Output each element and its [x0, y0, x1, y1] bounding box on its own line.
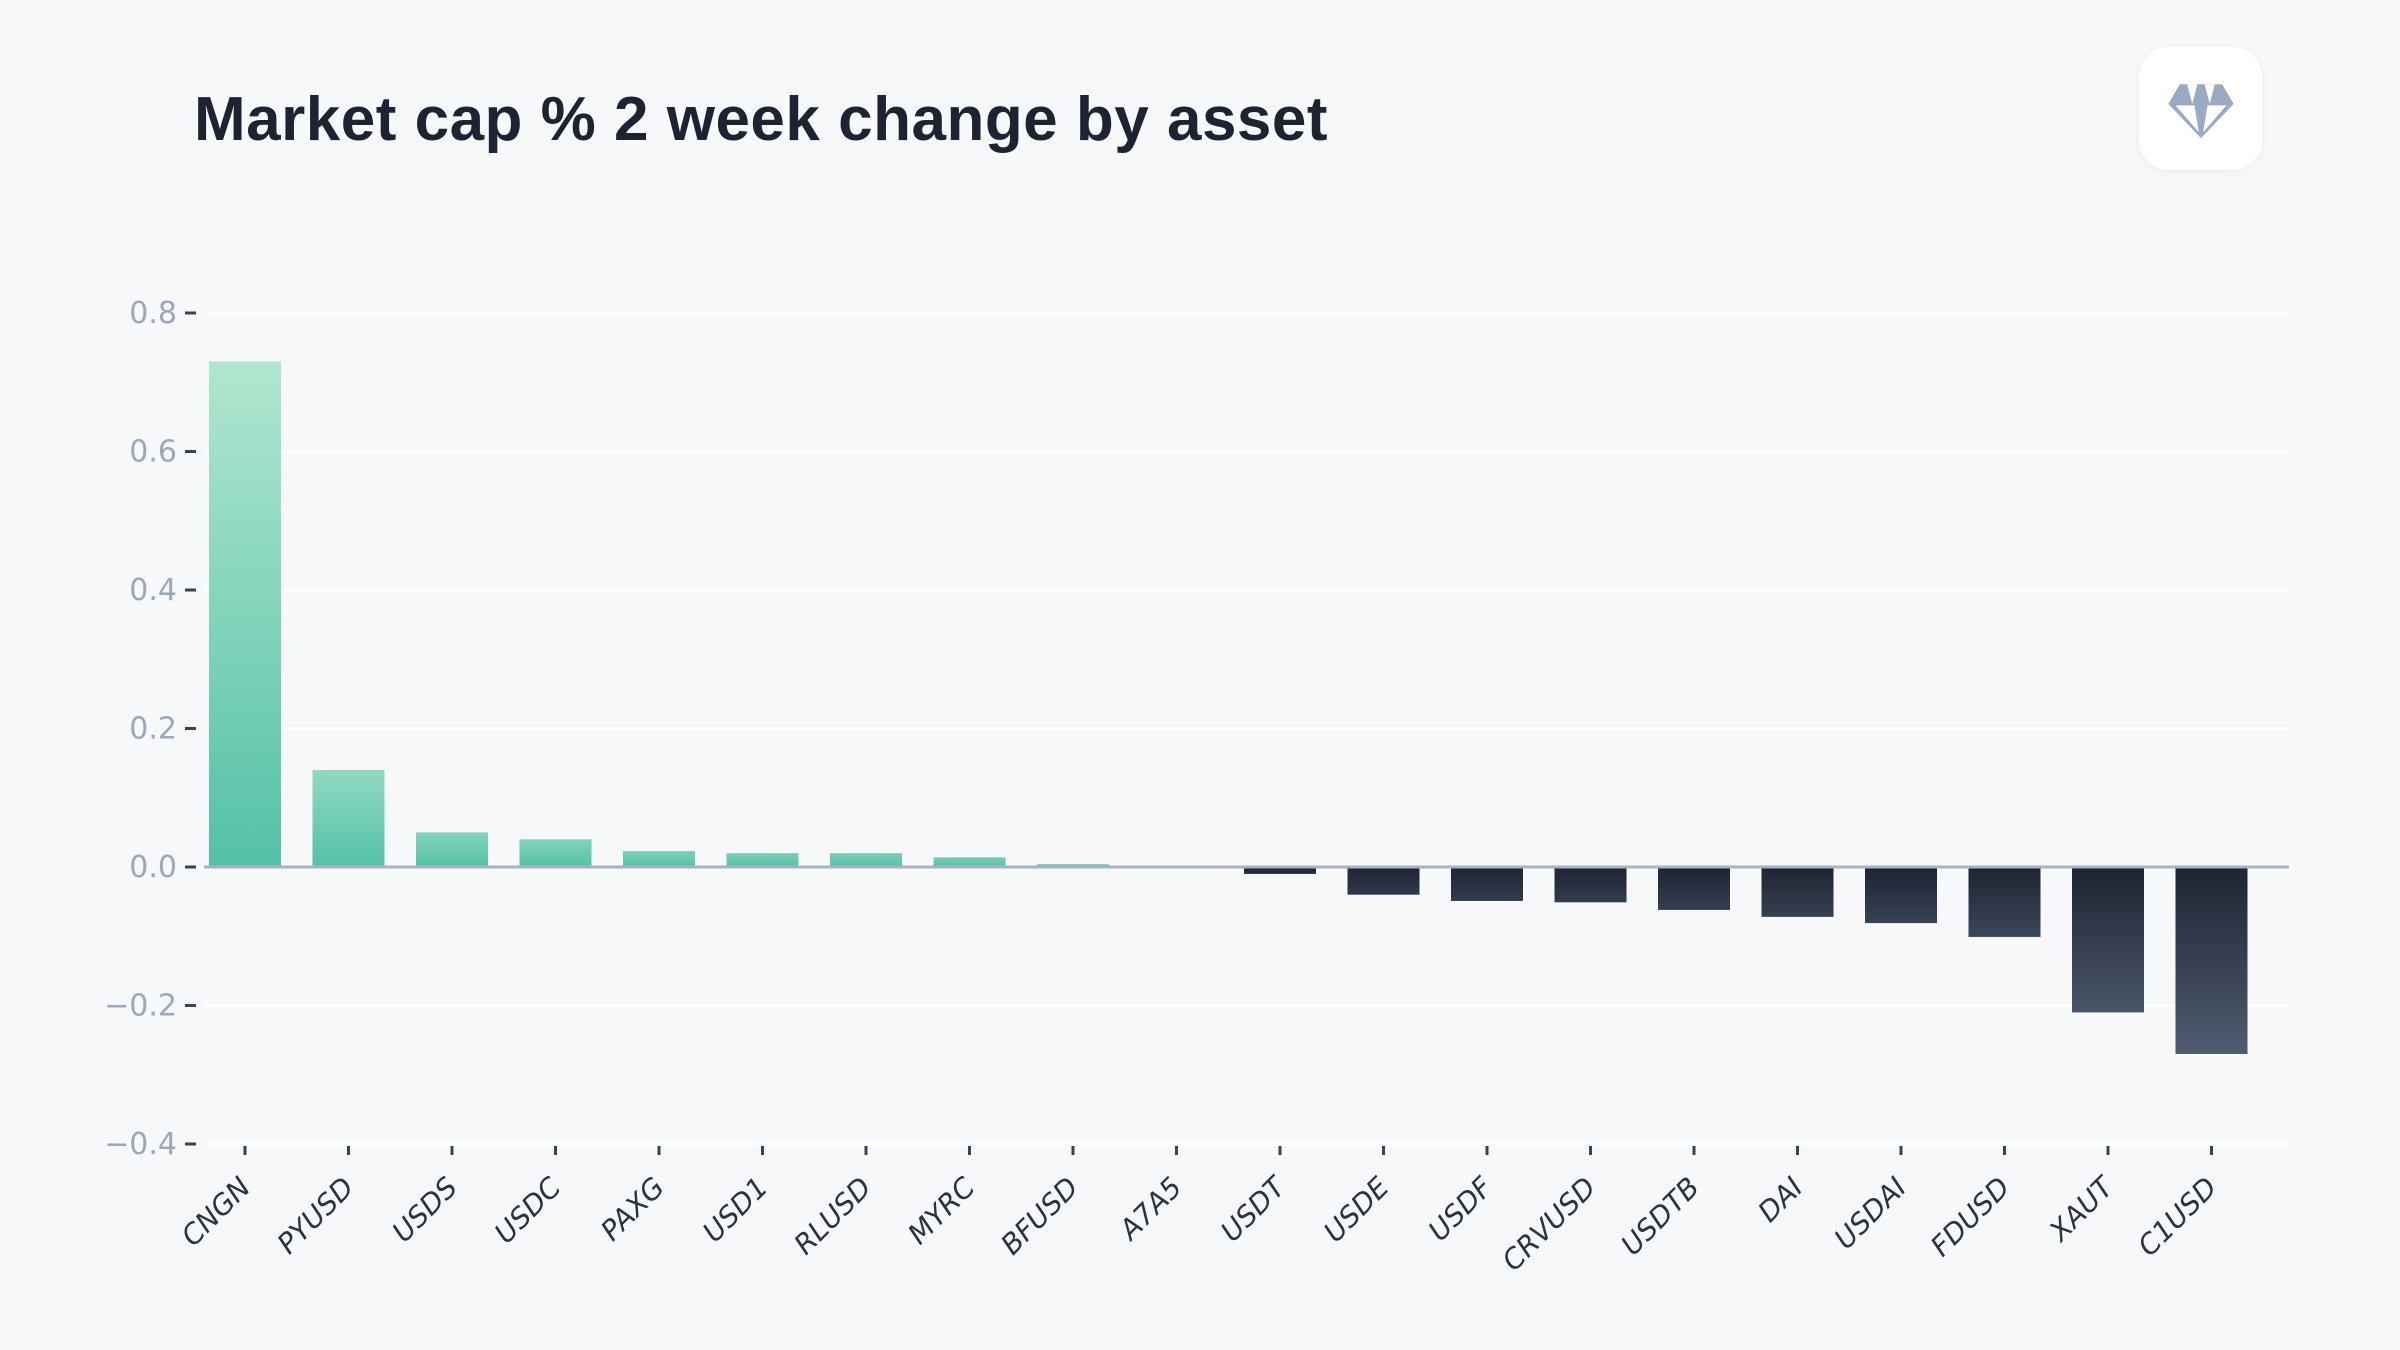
x-axis-label-pyusd: PYUSD — [271, 1171, 361, 1261]
x-axis-label-usdtb: USDTB — [1615, 1171, 1706, 1262]
bar-cngn[interactable] — [209, 361, 281, 867]
bar-usds[interactable] — [416, 832, 488, 867]
x-axis-label-fdusd: FDUSD — [1924, 1171, 2016, 1263]
x-axis-label-usds: USDS — [386, 1171, 464, 1249]
x-axis-label-myrc: MYRC — [901, 1170, 981, 1250]
bar-c1usd[interactable] — [2175, 867, 2248, 1054]
bar-myrc[interactable] — [933, 857, 1006, 867]
x-axis-label-usdai: USDAI — [1828, 1171, 1913, 1256]
bar-usdai[interactable] — [1865, 867, 1937, 924]
y-tick-label: 0.8 — [129, 296, 177, 331]
bar-usdf[interactable] — [1451, 867, 1523, 901]
x-axis-label-xaut: XAUT — [2042, 1169, 2122, 1249]
bar-xaut[interactable] — [2072, 867, 2144, 1013]
bar-dai[interactable] — [1761, 867, 1834, 917]
x-axis-label-a7a5: A7A5 — [1111, 1171, 1188, 1248]
y-tick-label: 0.0 — [129, 850, 177, 885]
logo-badge[interactable] — [2139, 47, 2262, 170]
page-title: Market cap % 2 week change by asset — [194, 85, 1329, 154]
bar-rlusd[interactable] — [830, 853, 902, 867]
bar-crvusd[interactable] — [1554, 867, 1627, 903]
x-axis-label-rlusd: RLUSD — [788, 1171, 878, 1261]
x-axis-label-paxg: PAXG — [594, 1171, 671, 1248]
y-tick-label: 0.2 — [129, 712, 177, 747]
bar-usdc[interactable] — [519, 839, 592, 867]
gem-icon — [2167, 83, 2234, 138]
y-tick-label: −0.2 — [104, 989, 177, 1024]
bar-paxg[interactable] — [623, 851, 695, 867]
x-axis-label-cngn: CNGN — [175, 1171, 257, 1253]
bar-usde[interactable] — [1347, 867, 1420, 895]
bar-usdtb[interactable] — [1658, 867, 1730, 910]
bar-usd1[interactable] — [726, 853, 799, 867]
x-axis-label-usdt: USDT — [1214, 1169, 1293, 1248]
bar-pyusd[interactable] — [312, 770, 385, 867]
y-tick-label: −0.4 — [104, 1127, 177, 1162]
x-axis-label-crvusd: CRVUSD — [1496, 1171, 1603, 1278]
y-tick-label: 0.4 — [129, 573, 177, 608]
y-tick-label: 0.6 — [129, 435, 177, 470]
x-axis-label-usdf: USDF — [1422, 1170, 1500, 1248]
bar-fdusd[interactable] — [1968, 867, 2041, 937]
x-axis-label-usd1: USD1 — [696, 1171, 774, 1249]
x-axis-label-bfusd: BFUSD — [994, 1171, 1085, 1262]
x-axis-label-usde: USDE — [1317, 1170, 1395, 1248]
bar-usdt[interactable] — [1244, 867, 1316, 874]
x-axis-label-c1usd: C1USD — [2131, 1171, 2223, 1263]
x-axis-label-usdc: USDC — [488, 1170, 568, 1250]
x-axis-label-dai: DAI — [1751, 1171, 1809, 1229]
